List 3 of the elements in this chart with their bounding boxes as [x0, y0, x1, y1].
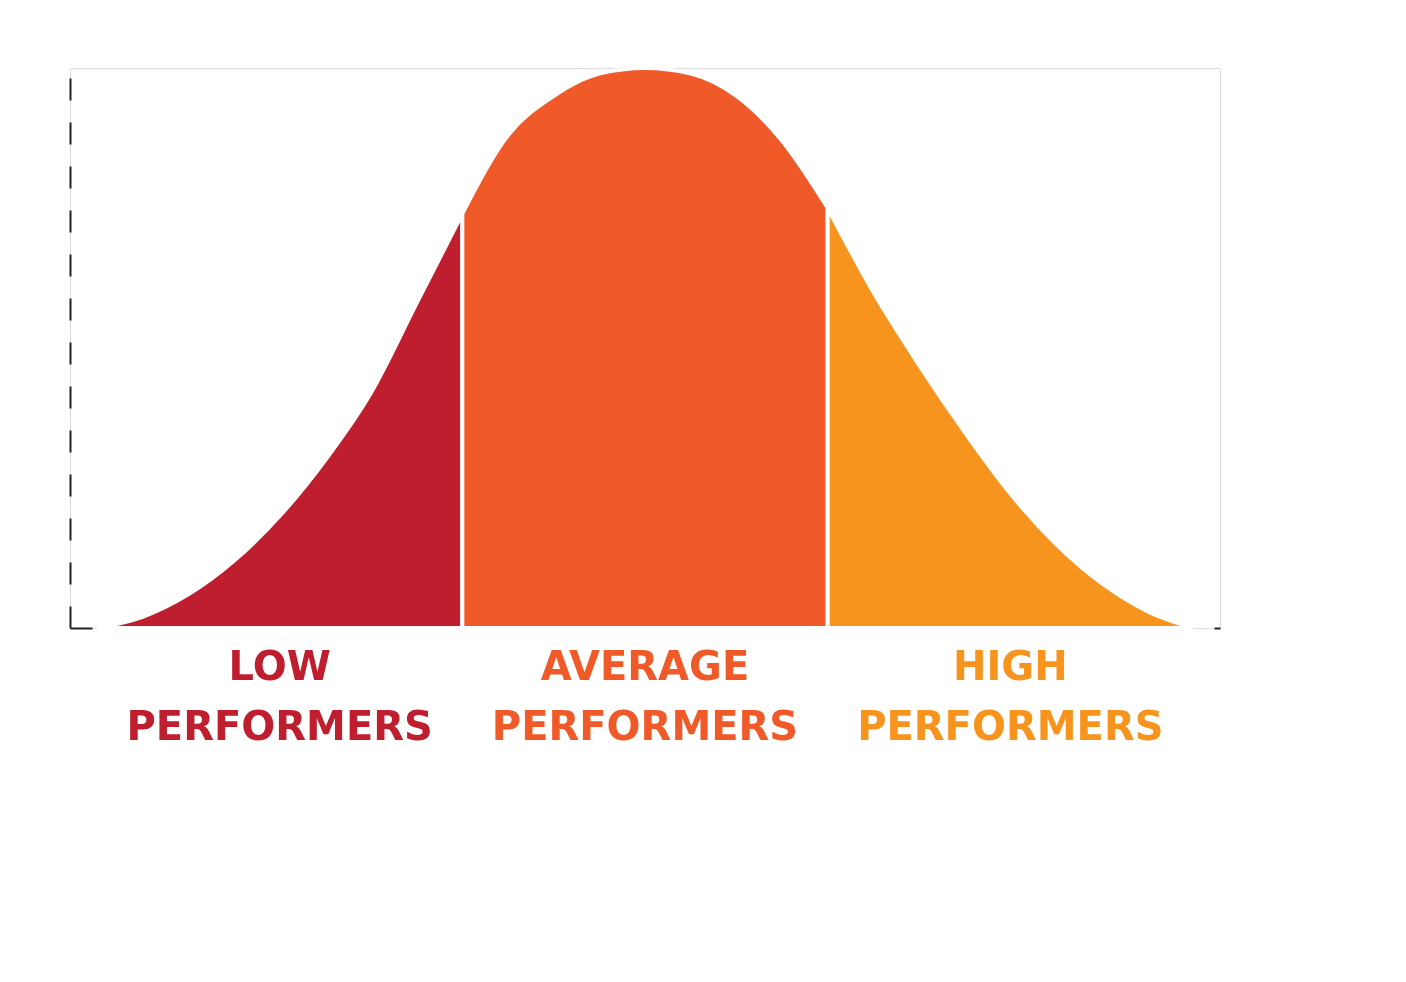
series-label: AVERAGE PERFORMERS — [491, 643, 799, 749]
series-label: HIGH PERFORMERS — [857, 643, 1164, 749]
series-label: LOW PERFORMERS — [126, 643, 433, 749]
